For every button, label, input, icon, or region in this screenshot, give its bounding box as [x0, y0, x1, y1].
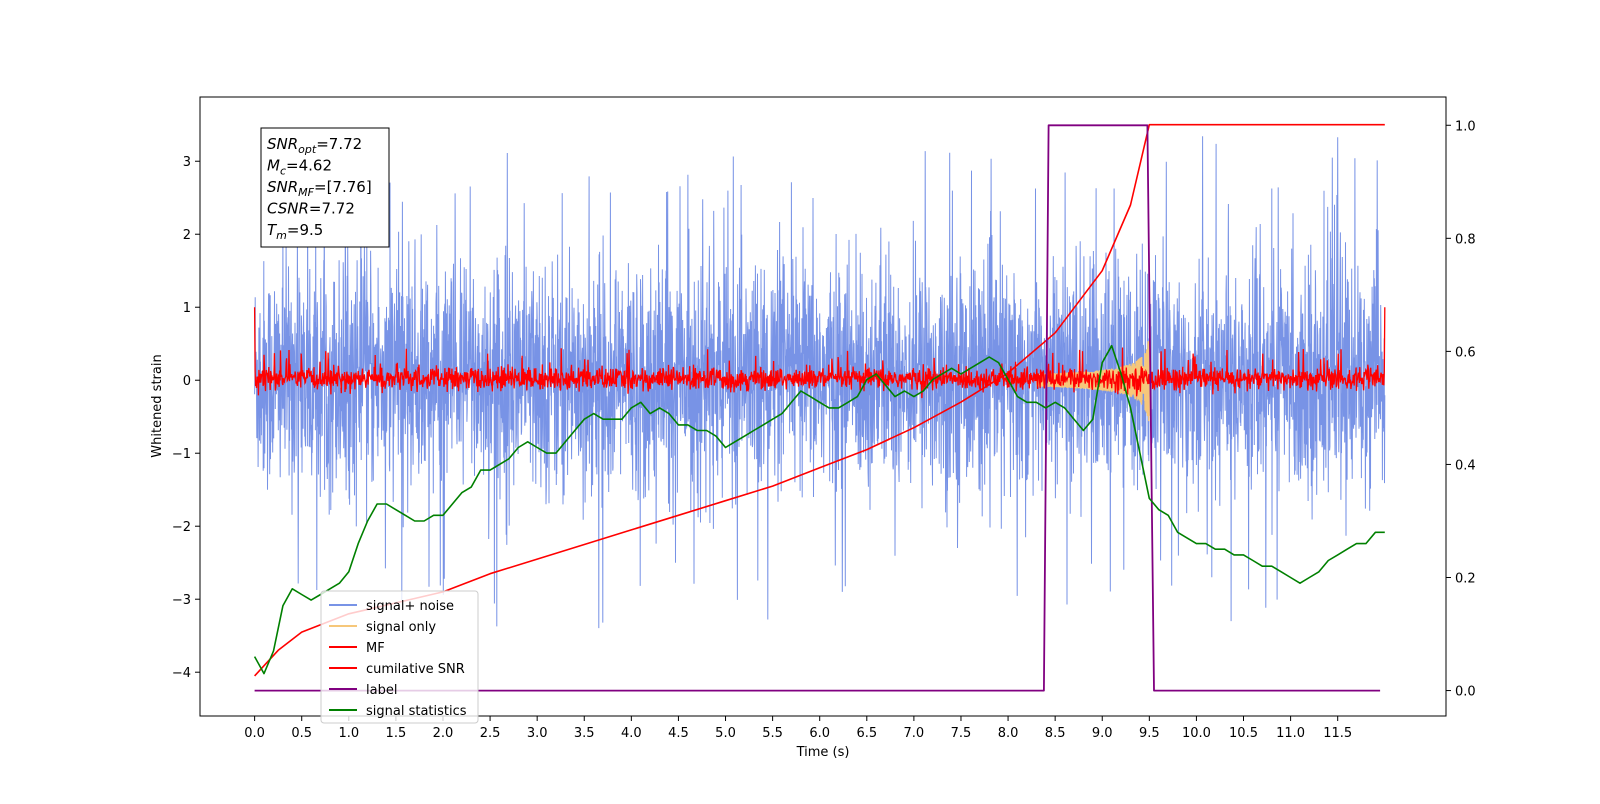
y-tick-label-left: 1 [183, 301, 191, 316]
y-tick-label-left: −1 [172, 447, 191, 462]
y-tick-label-left: 0 [183, 374, 191, 389]
y-tick-label-right: 0.2 [1455, 572, 1476, 587]
x-tick-label: 2.5 [480, 726, 501, 741]
x-tick-label: 10.5 [1229, 726, 1258, 741]
y-tick-label-right: 0.0 [1455, 685, 1476, 700]
legend-entry-label: label [366, 683, 397, 698]
annotation-line: SNRMF=[7.76] [267, 178, 372, 199]
x-tick-label: 1.0 [338, 726, 359, 741]
x-tick-label: 5.0 [715, 726, 736, 741]
annotation-line: Tm=9.5 [267, 221, 323, 242]
y-axis-label-left: Whitened strain [150, 354, 165, 457]
x-tick-label: 5.5 [762, 726, 783, 741]
axes-frame [199, 96, 1447, 717]
x-tick-label: 3.0 [527, 726, 548, 741]
x-tick-label: 7.0 [904, 726, 925, 741]
x-tick-label: 4.5 [668, 726, 689, 741]
series-mf [253, 307, 1386, 399]
x-tick-label: 1.5 [386, 726, 407, 741]
series-signal-statistics [253, 344, 1385, 675]
x-tick-label: 8.5 [1045, 726, 1066, 741]
x-tick-label: 8.0 [998, 726, 1019, 741]
annotation-line: CSNR=7.72 [267, 200, 355, 218]
annotation-line: Mc=4.62 [267, 157, 332, 178]
x-tick-label: 11.0 [1276, 726, 1305, 741]
annotation-box-frame [260, 127, 390, 248]
y-tick-label-left: −3 [172, 593, 191, 608]
legend-entry-label: signal+ noise [366, 599, 454, 614]
annotation-line: SNRopt=7.72 [267, 135, 362, 156]
x-tick-label: 4.0 [621, 726, 642, 741]
x-axis-label: Time (s) [796, 745, 850, 760]
x-tick-label: 2.0 [433, 726, 454, 741]
legend-entry-label: MF [366, 641, 385, 656]
y-tick-label-left: −2 [172, 520, 191, 535]
x-tick-label: 6.5 [856, 726, 877, 741]
y-tick-label-right: 0.8 [1455, 232, 1476, 247]
y-tick-label-left: 3 [183, 155, 191, 170]
x-tick-label: 7.5 [951, 726, 972, 741]
y-tick-label-left: −4 [172, 666, 191, 681]
y-tick-label-left: 2 [183, 228, 191, 243]
x-tick-label: 10.0 [1182, 726, 1211, 741]
legend: signal+ noise signal only MF cumilative SNR… [320, 590, 479, 724]
x-tick-label: 3.5 [574, 726, 595, 741]
series-label [254, 124, 1381, 692]
y-tick-label-right: 0.6 [1455, 345, 1476, 360]
legend-entry-label: signal only [366, 620, 436, 635]
x-tick-label: 6.0 [809, 726, 830, 741]
x-tick-label: 9.0 [1092, 726, 1113, 741]
x-tick-label: 11.5 [1323, 726, 1352, 741]
x-tick-label: 9.5 [1139, 726, 1160, 741]
y-tick-label-right: 0.4 [1455, 458, 1476, 473]
x-tick-label: 0.5 [291, 726, 312, 741]
y-tick-label-right: 1.0 [1455, 119, 1476, 134]
axes: 0.0 0.5 1.0 1.5 2.0 2.5 3.0 3.5 4.0 4.5 5.0 5.5 6.0 6… [172, 119, 1476, 741]
legend-frame [320, 590, 479, 724]
series-signal-noise [254, 134, 1386, 629]
legend-entry-label: cumilative SNR [366, 662, 465, 677]
legend-entry-label: signal statistics [366, 704, 467, 719]
x-tick-label: 0.0 [244, 726, 265, 741]
